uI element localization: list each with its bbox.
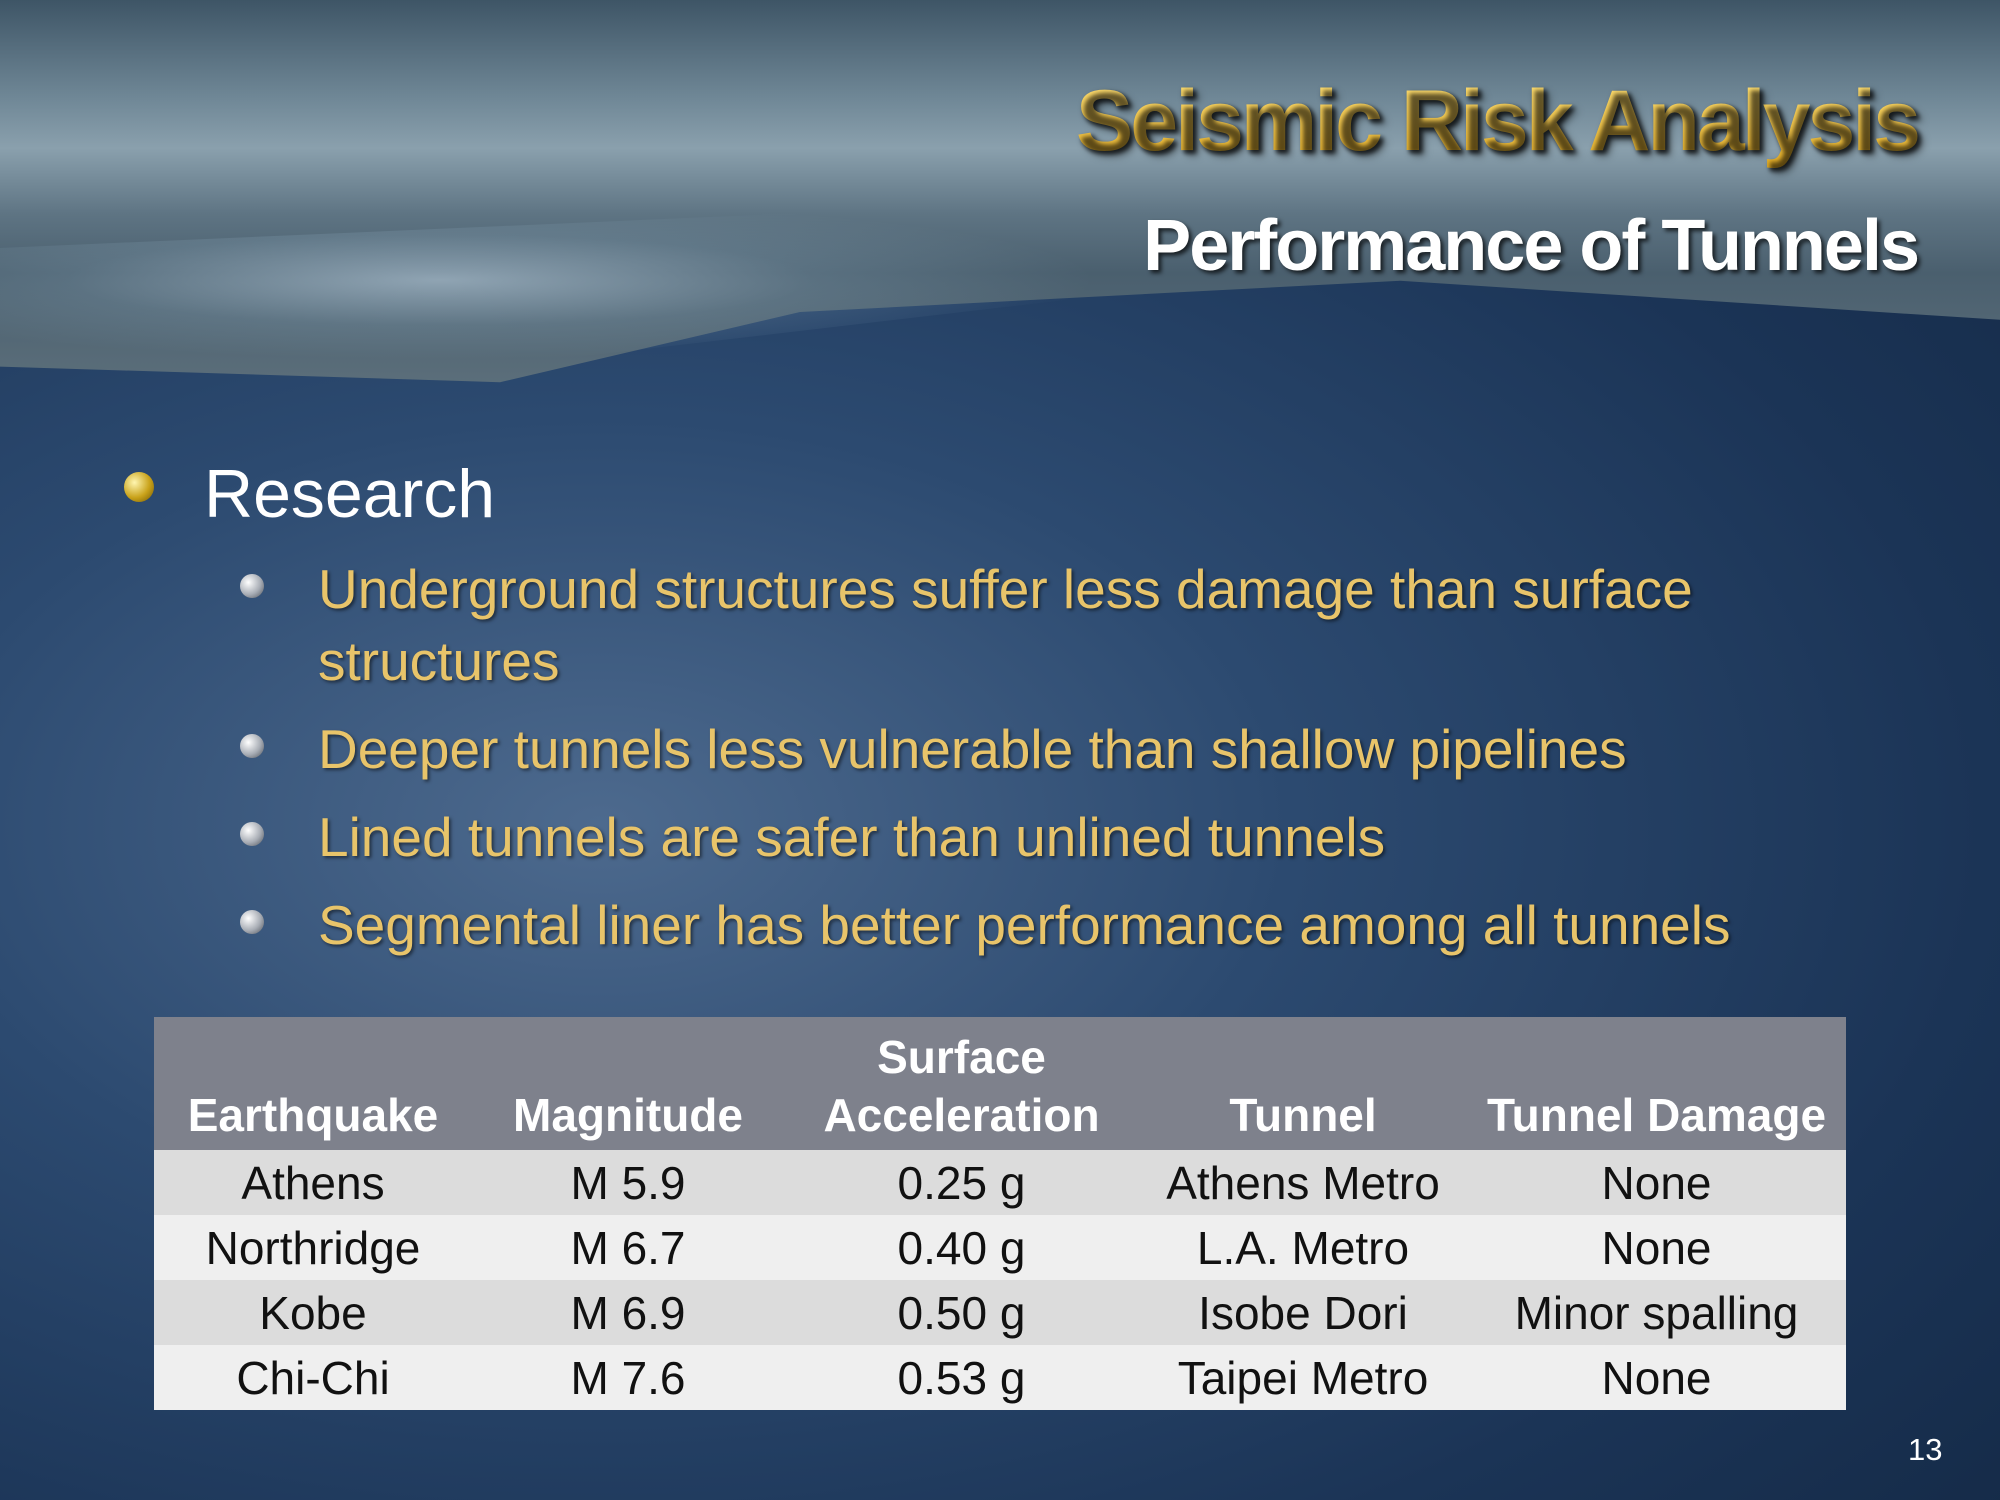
table-cell: Isobe Dori [1139, 1280, 1467, 1345]
table-cell: Chi-Chi [154, 1345, 472, 1410]
table-cell: Taipei Metro [1139, 1345, 1467, 1410]
table-cell: None [1467, 1345, 1846, 1410]
table-cell: Northridge [154, 1215, 472, 1280]
bullet [240, 822, 264, 846]
table-cell: Minor spalling [1467, 1280, 1846, 1345]
table-cell: Athens Metro [1139, 1150, 1467, 1215]
table-cell: M 6.7 [472, 1215, 784, 1280]
table-row: Northridge M 6.7 0.40 g L.A. Metro None [154, 1215, 1846, 1280]
column-header: Magnitude [472, 1017, 784, 1150]
bullet-item: Segmental liner has better performance a… [318, 894, 1731, 956]
table-body: Athens M 5.9 0.25 g Athens Metro None Northri… [154, 1150, 1846, 1410]
subtitle: Performance of Tunnels [1143, 206, 1920, 286]
table-cell: 0.50 g [784, 1280, 1139, 1345]
bullet [240, 734, 264, 758]
bullet-heading: Research [204, 456, 496, 532]
title: Seismic Risk Analysis [1075, 73, 1921, 169]
bullet-item: Lined tunnels are safer than unlined tun… [318, 806, 1386, 868]
table-row: Kobe M 6.9 0.50 g Isobe Dori Minor spalling [154, 1280, 1846, 1345]
column-header: Tunnel [1139, 1017, 1467, 1150]
table-cell: 0.25 g [784, 1150, 1139, 1215]
table-header: Earthquake Magnitude Surface Acceleration T… [154, 1017, 1846, 1150]
table-cell: None [1467, 1150, 1846, 1215]
page-number: 13 [1908, 1432, 1943, 1467]
bullet [240, 910, 264, 934]
table-cell: M 7.6 [472, 1345, 784, 1410]
table-cell: M 6.9 [472, 1280, 784, 1345]
bullet-item: Deeper tunnels less vulnerable than shal… [318, 718, 1627, 780]
bullet [240, 574, 264, 598]
table-cell: Athens [154, 1150, 472, 1215]
column-header: Surface Acceleration [784, 1017, 1139, 1150]
table-cell: M 5.9 [472, 1150, 784, 1215]
bullet-item: Underground structures suffer less damag… [318, 558, 1693, 692]
table-row: Chi-Chi M 7.6 0.53 g Taipei Metro None [154, 1345, 1846, 1410]
column-header: Tunnel Damage [1467, 1017, 1846, 1150]
table: Earthquake Magnitude Surface Acceleration T… [154, 1017, 1846, 1410]
table-cell: None [1467, 1215, 1846, 1280]
table-cell: 0.53 g [784, 1345, 1139, 1410]
column-header: Earthquake [154, 1017, 472, 1150]
bullet [124, 472, 154, 502]
table-cell: L.A. Metro [1139, 1215, 1467, 1280]
table-cell: 0.40 g [784, 1215, 1139, 1280]
table-row: Athens M 5.9 0.25 g Athens Metro None [154, 1150, 1846, 1215]
table-cell: Kobe [154, 1280, 472, 1345]
